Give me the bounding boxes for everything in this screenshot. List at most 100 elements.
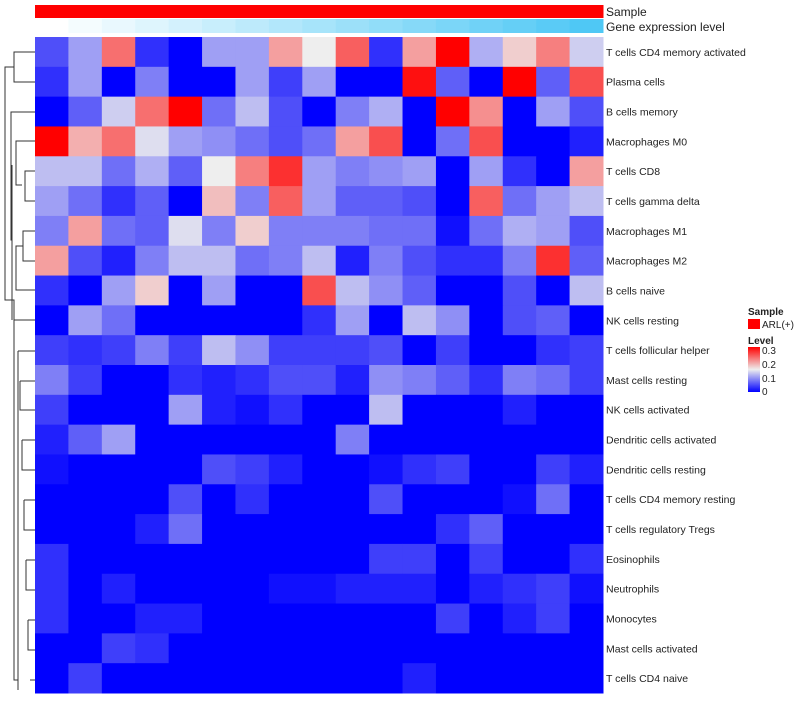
heatmap-cells [35, 37, 604, 694]
heatmap-cell [469, 186, 504, 217]
heatmap-cell [35, 96, 69, 127]
heatmap-cell [68, 454, 103, 485]
heatmap-cell [202, 633, 236, 664]
row-label: NK cells resting [606, 315, 679, 327]
heatmap-cell [435, 186, 470, 217]
heatmap-cell [68, 633, 103, 664]
heatmap-cell [469, 96, 504, 127]
heatmap-cell [168, 543, 203, 575]
heatmap-cell [235, 663, 270, 694]
heatmap-cell [168, 305, 203, 336]
heatmap-cell [68, 663, 103, 694]
heatmap-cell [202, 126, 236, 157]
heatmap-cell [402, 663, 437, 694]
heatmap-cell [202, 66, 236, 98]
heatmap-cell [435, 514, 470, 545]
heatmap-cell [569, 633, 604, 664]
heatmap-cell [202, 663, 236, 694]
heatmap-cell [569, 663, 604, 694]
heatmap-cell [469, 394, 504, 426]
heatmap-cell [569, 603, 604, 634]
heatmap-cell [35, 245, 69, 277]
sample-annotation-cell [202, 5, 236, 18]
heatmap-cell [268, 156, 303, 187]
heatmap-cell [569, 543, 604, 575]
heatmap-cell [369, 37, 404, 68]
heatmap-cell [101, 424, 136, 455]
heatmap-cell [235, 215, 270, 247]
heatmap-cell [536, 335, 571, 366]
heatmap-cell [369, 335, 404, 366]
row-label: T cells CD4 memory activated [606, 47, 746, 59]
heatmap-cell [35, 37, 69, 68]
heatmap-cell [68, 365, 103, 396]
heatmap-cell [569, 66, 604, 98]
heatmap-cell [135, 514, 170, 545]
heatmap-cell [235, 245, 270, 277]
gene-expression-annotation-cell [135, 19, 170, 33]
heatmap-cell [335, 573, 370, 605]
heatmap-cell [569, 96, 604, 127]
heatmap-cell [35, 275, 69, 306]
heatmap-cell [235, 96, 270, 127]
heatmap-cell [235, 156, 270, 187]
heatmap-cell [235, 186, 270, 217]
heatmap-cell [469, 603, 504, 634]
sample-annotation-cell [536, 5, 571, 18]
heatmap-cell [469, 365, 504, 396]
heatmap-cell [35, 663, 69, 694]
legend-tick: 0.1 [762, 374, 776, 385]
row-labels: T cells CD4 memory activated Plasma cells… [606, 47, 746, 685]
row-label: Macrophages M0 [606, 136, 687, 148]
heatmap-cell [68, 96, 103, 127]
heatmap-cell [135, 186, 170, 217]
heatmap-cell [402, 215, 437, 247]
heatmap-cell [469, 335, 504, 366]
heatmap-cell [268, 484, 303, 515]
heatmap-cell [268, 275, 303, 306]
heatmap-cell [402, 573, 437, 605]
heatmap-cell [302, 245, 337, 277]
heatmap-cell [402, 96, 437, 127]
heatmap-cell [202, 275, 236, 306]
heatmap-cell [302, 186, 337, 217]
heatmap-cell [369, 156, 404, 187]
heatmap-cell [68, 394, 103, 426]
heatmap-cell [502, 543, 537, 575]
heatmap-cell [435, 66, 470, 98]
heatmap-cell [302, 66, 337, 98]
heatmap-cell [101, 126, 136, 157]
heatmap-cell [335, 543, 370, 575]
row-label: Dendritic cells resting [606, 464, 706, 476]
heatmap-cell [569, 514, 604, 545]
heatmap-cell [469, 156, 504, 187]
heatmap-cell [502, 215, 537, 247]
heatmap-cell [135, 454, 170, 485]
heatmap-cell [402, 126, 437, 157]
heatmap-cell [435, 365, 470, 396]
heatmap-cell [502, 663, 537, 694]
heatmap-cell [135, 66, 170, 98]
heatmap-cell [369, 454, 404, 485]
heatmap-cell [502, 37, 537, 68]
heatmap-cell [35, 215, 69, 247]
heatmap-cell [502, 365, 537, 396]
heatmap-cell [335, 245, 370, 277]
heatmap-cell [168, 603, 203, 634]
sample-annotation-cell [335, 5, 370, 18]
heatmap-cell [268, 543, 303, 575]
heatmap-cell [335, 663, 370, 694]
sample-annotation-cell [101, 5, 136, 18]
heatmap-cell [569, 126, 604, 157]
heatmap-cell [268, 245, 303, 277]
heatmap-cell [68, 215, 103, 247]
sample-annotation-cell [402, 5, 437, 18]
sample-annotation-cell [168, 5, 203, 18]
heatmap-cell [202, 245, 236, 277]
heatmap-cell [536, 573, 571, 605]
heatmap-cell [502, 156, 537, 187]
heatmap-cell [402, 335, 437, 366]
heatmap-cell [101, 484, 136, 515]
heatmap-cell [235, 126, 270, 157]
